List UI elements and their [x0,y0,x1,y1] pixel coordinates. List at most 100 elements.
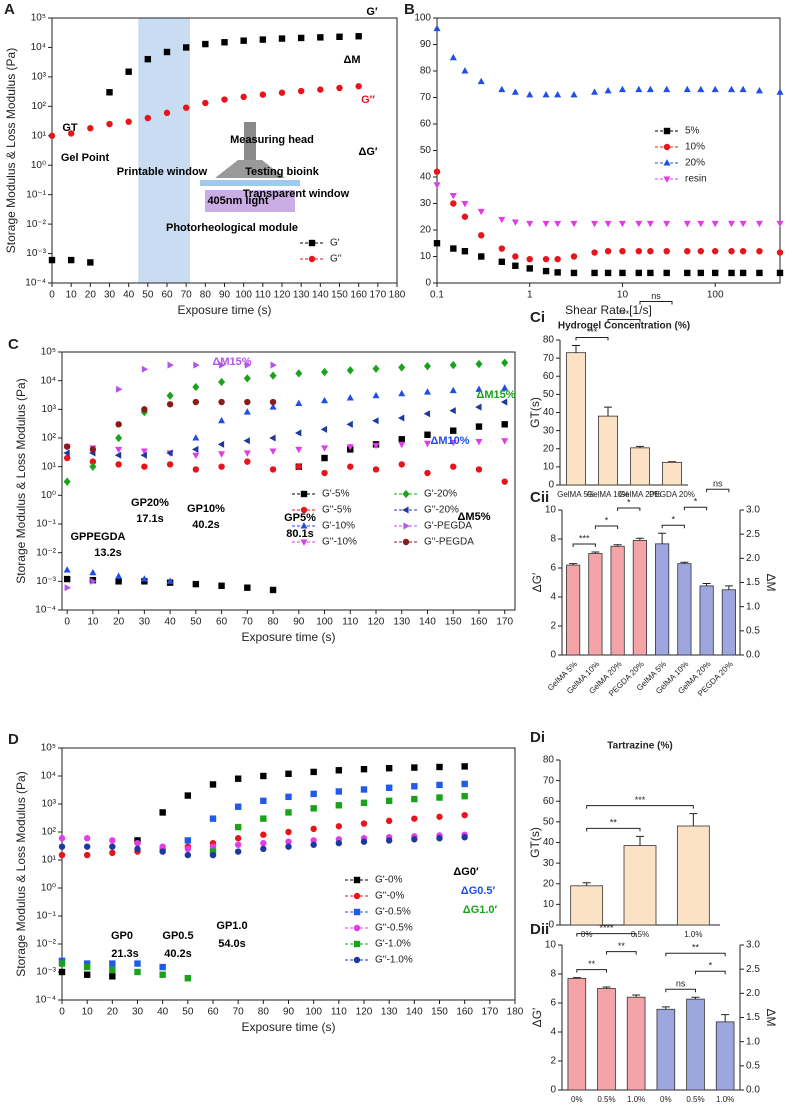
y-tick-label: 10 [420,251,432,262]
significance-label: ** [610,818,618,828]
data-point [285,838,292,845]
x-tick-label: 10 [617,290,629,301]
data-point [570,253,578,260]
x-tick-label: 80 [267,617,279,628]
data-point [449,439,457,447]
data-point [218,463,225,470]
bar [715,1021,735,1091]
y-axis-label: Storage Modulus & Loss Modulus (Pa) [14,378,28,583]
data-point [635,85,643,93]
data-point [336,33,343,40]
data-point [591,88,599,95]
y-tick-label: 10⁴ [41,771,56,782]
y2-tick-label: 0.5 [746,1060,760,1071]
y-tick-label: 60 [420,119,432,130]
y-axis-label: GT(s) [528,397,542,428]
data-point [321,454,328,462]
data-point [501,478,508,485]
data-point [67,130,75,137]
data-point [436,813,443,820]
data-point [184,851,192,859]
data-point [776,88,784,95]
data-point [461,213,469,220]
significance-bracket [683,506,708,511]
data-point [372,391,380,399]
data-point [423,388,432,395]
y-tick-label: 10 [543,462,555,473]
annotation: GP0.5 [162,930,193,942]
data-point [234,835,242,842]
x-tick-label: 150 [431,1007,448,1018]
y-tick-label: 4 [550,1027,556,1038]
x-axis-label: Shear Rate [1/s] [565,303,652,317]
data-point [202,40,209,48]
data-point [398,436,405,443]
data-point [83,851,91,859]
schematic-plate [200,180,300,186]
error-bar [613,544,622,547]
error-bar [582,882,591,886]
data-point [243,374,251,383]
significance-bracket [575,336,609,341]
panel-label: C [8,336,19,353]
data-point [385,764,393,772]
x-tick-label: 110 [255,290,271,301]
y-tick-label: 40 [543,407,555,418]
data-point [423,440,432,448]
data-point [269,466,277,473]
y-tick-label: 10 [545,940,557,951]
data-point [67,256,75,264]
annotation: 40.2s [164,948,192,960]
data-point [125,68,132,75]
data-point [310,790,317,798]
data-point [159,809,166,816]
error-bar [602,986,611,989]
annotation: GP1.0 [216,920,247,932]
data-point [166,391,174,400]
annotation: Printable window [117,166,208,178]
data-point [449,360,457,370]
annotation: 21.3s [111,948,139,960]
data-point [450,427,457,434]
data-point [115,578,122,585]
annotation: ΔM15% [476,389,515,401]
data-point [295,446,303,454]
data-point [192,452,200,460]
data-point [411,815,418,822]
data-point [89,462,97,471]
data-point [89,568,97,576]
error-bar [636,835,644,846]
legend-label: G'' [330,254,342,265]
x-tick-label: 130 [381,1007,398,1018]
y2-tick-label: 1.0 [746,1036,760,1047]
data-point [663,248,670,255]
data-point [646,85,654,93]
data-point [240,37,247,44]
data-point [240,93,247,101]
data-point [295,463,302,470]
data-point [526,255,533,263]
data-point [739,248,747,255]
panel-label: B [404,1,415,18]
data-point [360,838,368,845]
data-point [184,975,192,982]
data-point [697,269,705,277]
annotation: Testing bioink [245,166,320,178]
y2-tick-label: 3.0 [746,505,760,516]
x-tick-label: 120 [274,290,291,301]
data-point [209,851,217,859]
y-tick-label: 70 [543,353,555,364]
significance-label: ns [651,291,661,301]
x-tick-label: GelMA 20% [619,490,661,499]
data-point [83,963,91,971]
data-point [159,971,166,978]
annotation: ΔM10% [430,435,469,447]
x-tick-label: 110 [342,617,358,628]
data-point [360,820,368,827]
bar [626,996,646,1091]
data-point [134,960,141,967]
error-bar [635,537,644,541]
data-point [310,768,317,776]
legend-label: 5% [685,126,700,137]
data-point [372,417,379,425]
